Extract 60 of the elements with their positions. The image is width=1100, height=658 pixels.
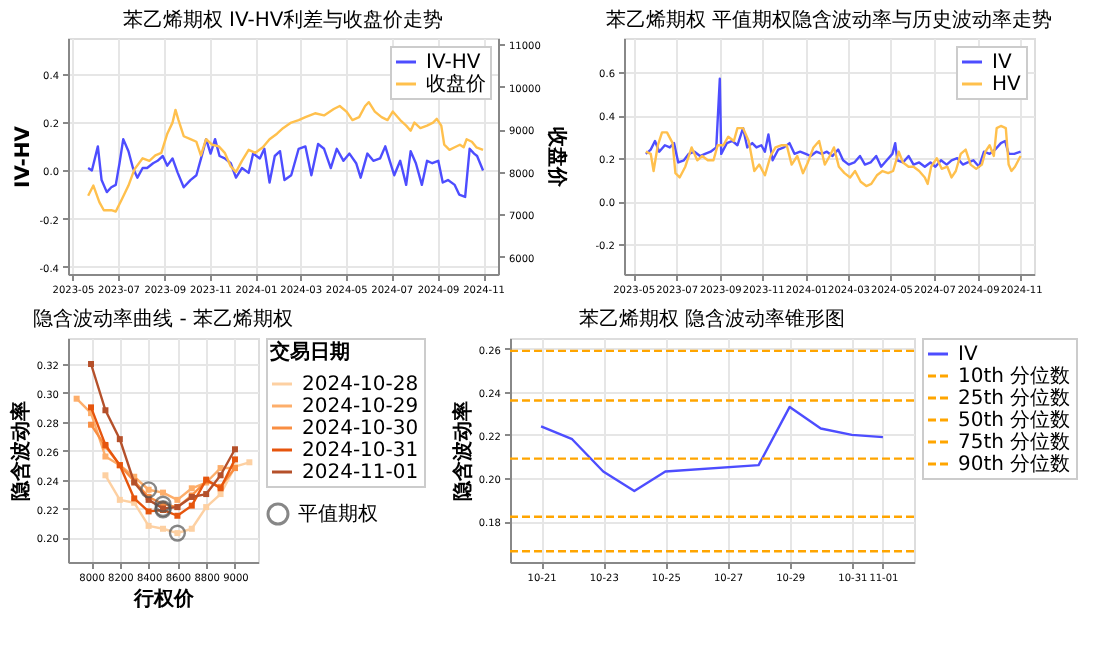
line-series <box>86 137 485 199</box>
legend-label: 2024-10-29 <box>302 396 419 418</box>
point <box>102 472 109 479</box>
line-series <box>86 101 485 213</box>
point <box>217 472 224 479</box>
point <box>188 502 195 509</box>
legend-label: 90th 分位数 <box>958 452 1071 476</box>
chart-title: 苯乙烯期权 IV-HV利差与收盘价走势 <box>122 8 444 32</box>
legend-label: HV <box>992 74 1022 96</box>
y2-axis-title: 收盘价 <box>544 127 569 189</box>
legend-label: 50th 分位数 <box>958 408 1071 432</box>
point <box>168 524 187 542</box>
point <box>188 525 195 532</box>
chart-title: 苯乙烯期权 平值期权隐含波动率与历史波动率走势 <box>605 8 1053 32</box>
legend-label: 2024-10-30 <box>302 418 419 440</box>
point <box>116 496 123 503</box>
legend-label: 2024-10-28 <box>302 374 419 396</box>
legend-label: IV-HV <box>426 52 481 74</box>
legend-label: 2024-10-31 <box>302 440 419 462</box>
y-axis-title: 隐含波动率 <box>8 401 33 501</box>
point <box>160 489 166 496</box>
legend-label: IV <box>992 52 1012 74</box>
point <box>154 495 172 513</box>
legend-label: 10th 分位数 <box>958 364 1071 388</box>
point <box>73 395 80 402</box>
x-axis-title: 行权价 <box>132 587 196 611</box>
y-axis-title: IV-HV <box>13 125 36 188</box>
point <box>246 459 253 466</box>
line-series <box>644 124 1022 188</box>
legend-label: 75th 分位数 <box>958 430 1071 454</box>
point <box>231 446 238 453</box>
point <box>174 496 181 503</box>
point <box>88 421 95 428</box>
point <box>116 436 123 443</box>
line-series <box>539 405 885 493</box>
line-series <box>88 361 238 512</box>
line-series <box>644 77 1022 168</box>
legend-label: IV <box>958 344 978 366</box>
point <box>174 512 181 519</box>
legend-title: 交易日期 <box>268 340 350 364</box>
point <box>188 485 195 492</box>
point <box>102 453 109 460</box>
y-axis-title: 隐含波动率 <box>450 401 475 501</box>
legend-label: 2024-11-01 <box>302 462 419 484</box>
point <box>203 504 210 511</box>
chart-title: 苯乙烯期权 隐含波动率锥形图 <box>578 307 846 331</box>
legend-label: 收盘价 <box>426 72 486 96</box>
point <box>145 522 152 529</box>
line-series <box>88 404 238 519</box>
point <box>217 491 224 498</box>
point <box>102 407 109 414</box>
legend-label: 平值期权 <box>298 502 378 526</box>
chart-title: 隐含波动率曲线 - 苯乙烯期权 <box>33 307 293 331</box>
point <box>231 456 238 463</box>
point <box>88 404 95 411</box>
point <box>203 491 210 498</box>
point <box>160 525 166 532</box>
legend-label: 25th 分位数 <box>958 386 1071 410</box>
point <box>139 481 158 499</box>
point <box>145 508 152 515</box>
